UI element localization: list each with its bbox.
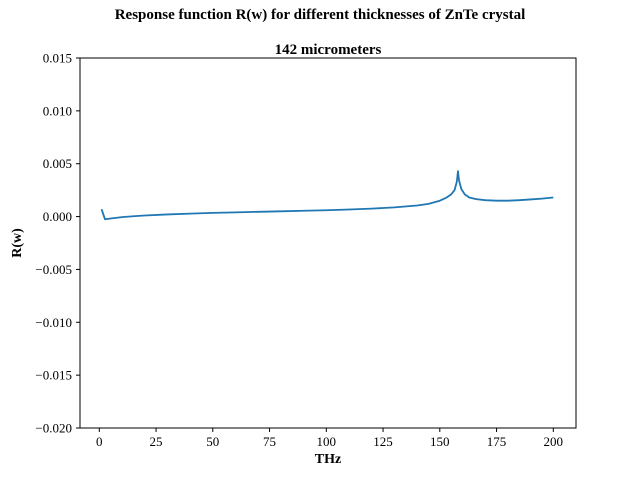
y-tick-label: −0.005: [35, 262, 72, 277]
y-tick-label: −0.020: [35, 421, 72, 436]
y-tick-label: −0.010: [35, 315, 72, 330]
plot-area: [100, 170, 554, 221]
y-tick-label: 0.000: [43, 209, 72, 224]
plot-frame: [79, 57, 577, 429]
figure-suptitle: Response function R(w) for different thi…: [114, 7, 526, 23]
y-tick-label: 0.015: [43, 51, 72, 66]
x-tick-label: 75: [263, 434, 276, 449]
x-tick-label: 50: [206, 434, 219, 449]
x-tick-label: 150: [430, 434, 450, 449]
chart-title: 142 micrometers: [274, 42, 382, 58]
x-tick-label: 175: [487, 434, 507, 449]
x-axis-label: THz: [314, 452, 342, 467]
x-tick-label: 0: [96, 434, 103, 449]
x-tick-label: 25: [150, 434, 163, 449]
x-axis: 0 25 50 75 100 125 150 175 200: [96, 428, 563, 449]
y-tick-label: 0.005: [43, 156, 72, 171]
y-axis-label: R(w): [10, 228, 25, 258]
x-tick-label: 100: [317, 434, 337, 449]
x-tick-label: 125: [373, 434, 393, 449]
x-tick-label: 200: [544, 434, 564, 449]
series-line: [100, 170, 554, 221]
y-tick-label: 0.010: [43, 103, 72, 118]
y-axis: −0.020 −0.015 −0.010 −0.005 0.000 0.005 0.010 0…: [35, 51, 80, 436]
y-tick-label: −0.015: [35, 368, 72, 383]
